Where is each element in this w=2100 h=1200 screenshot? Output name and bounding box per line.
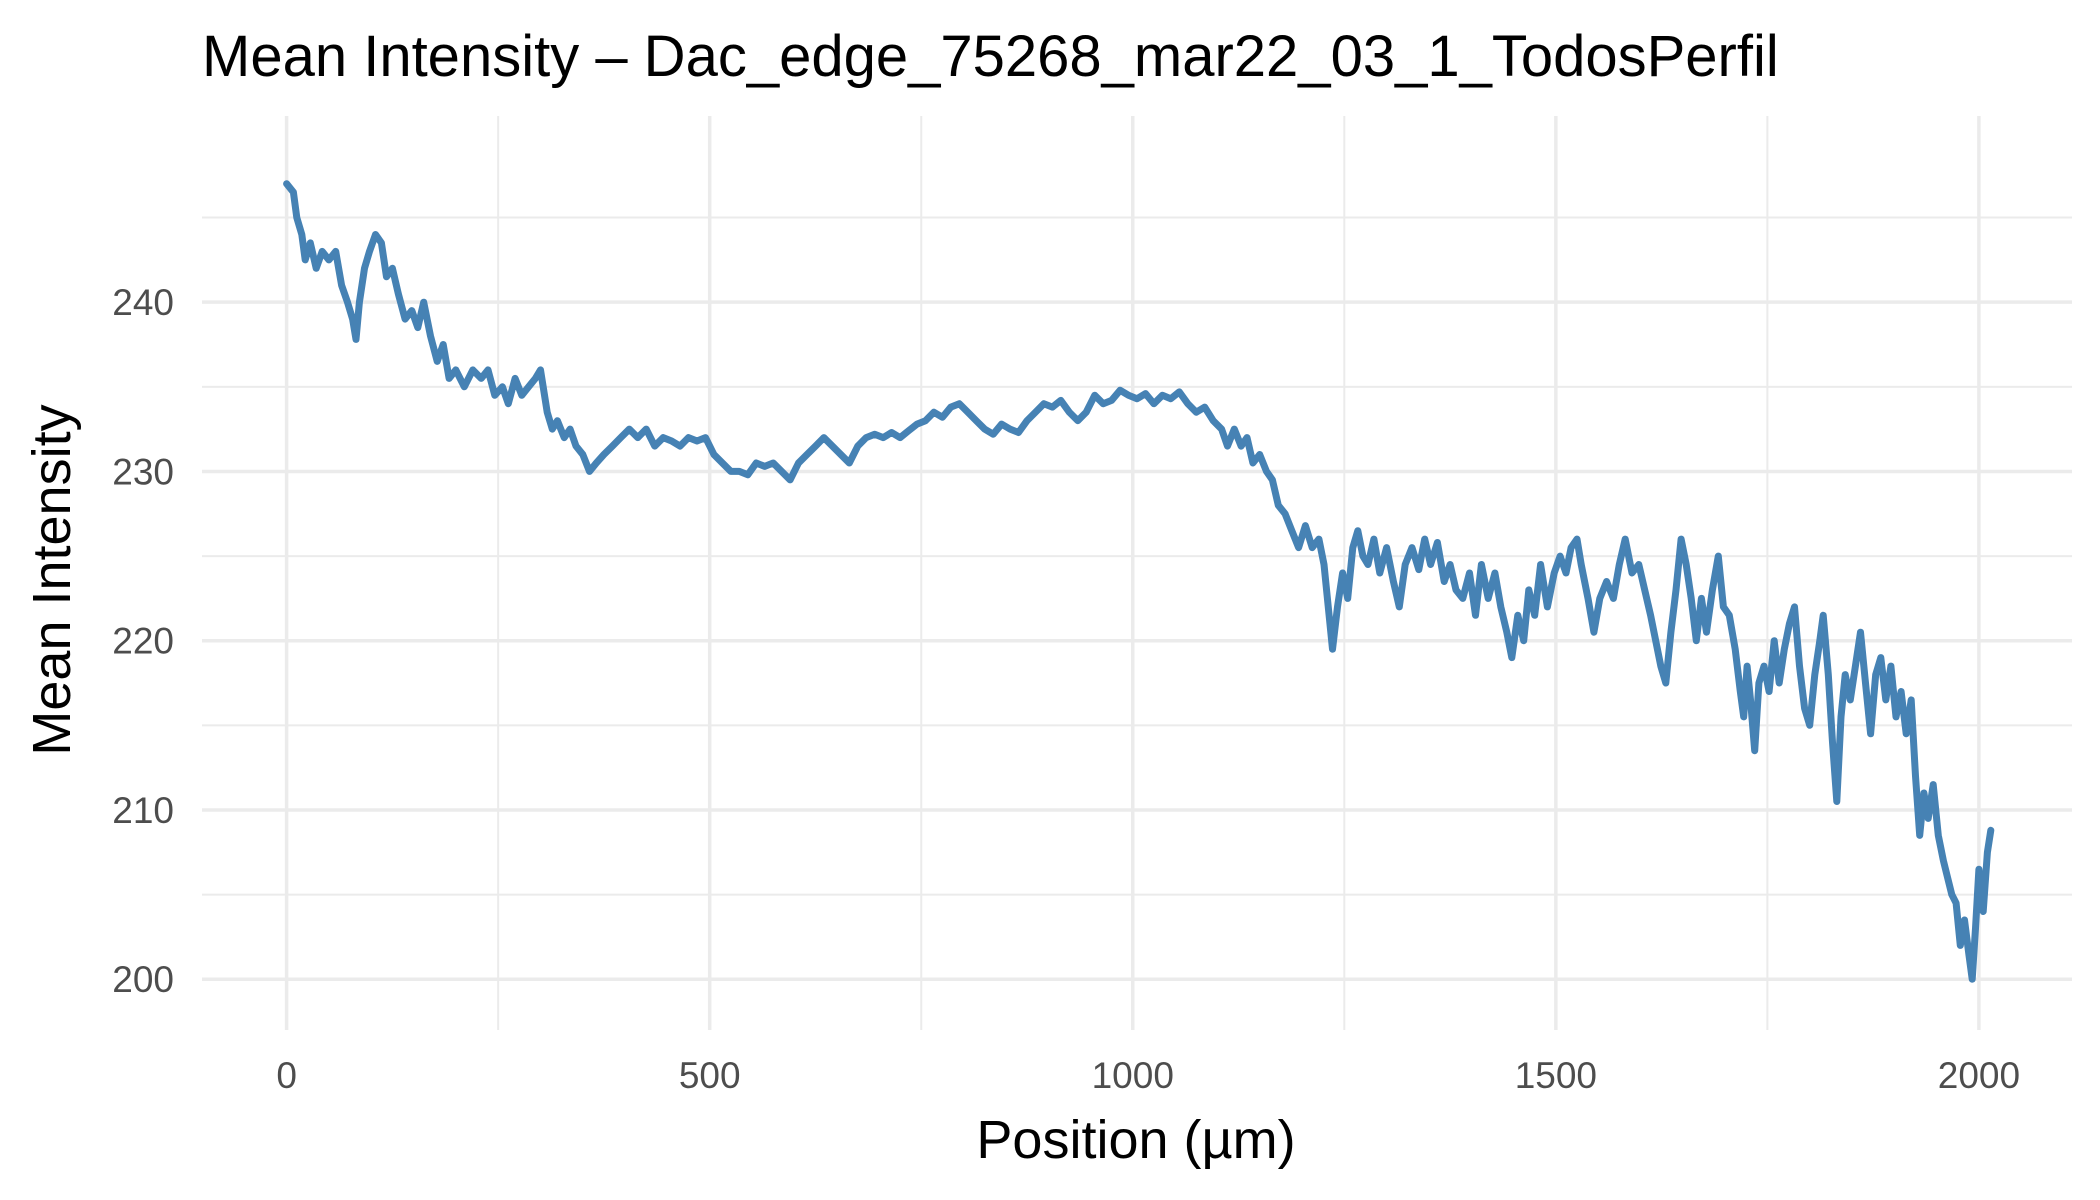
x-tick-label: 2000 [1938, 1055, 2020, 1096]
x-tick-label: 1000 [1092, 1055, 1174, 1096]
x-tick-label: 500 [679, 1055, 741, 1096]
y-tick-label: 230 [112, 451, 174, 492]
y-tick-label: 200 [112, 959, 174, 1000]
y-tick-label: 220 [112, 621, 174, 662]
x-tick-label: 1500 [1515, 1055, 1597, 1096]
y-tick-label: 240 [112, 282, 174, 323]
minor-gridlines [202, 116, 2072, 1030]
x-axis-title: Position (µm) [976, 1110, 1295, 1170]
x-tick-label: 0 [276, 1055, 297, 1096]
major-gridlines [202, 116, 2072, 1030]
series-layer [283, 180, 1995, 983]
y-tick-label: 210 [112, 790, 174, 831]
x-axis-ticks: 0 500 1000 1500 2000 [276, 1055, 2020, 1096]
y-axis-title: Mean Intensity [22, 404, 82, 755]
series-line-0 [283, 180, 1995, 983]
chart-title: Mean Intensity – Dac_edge_75268_mar22_03… [202, 24, 1779, 89]
y-axis-ticks: 200 210 220 230 240 [112, 282, 174, 1000]
